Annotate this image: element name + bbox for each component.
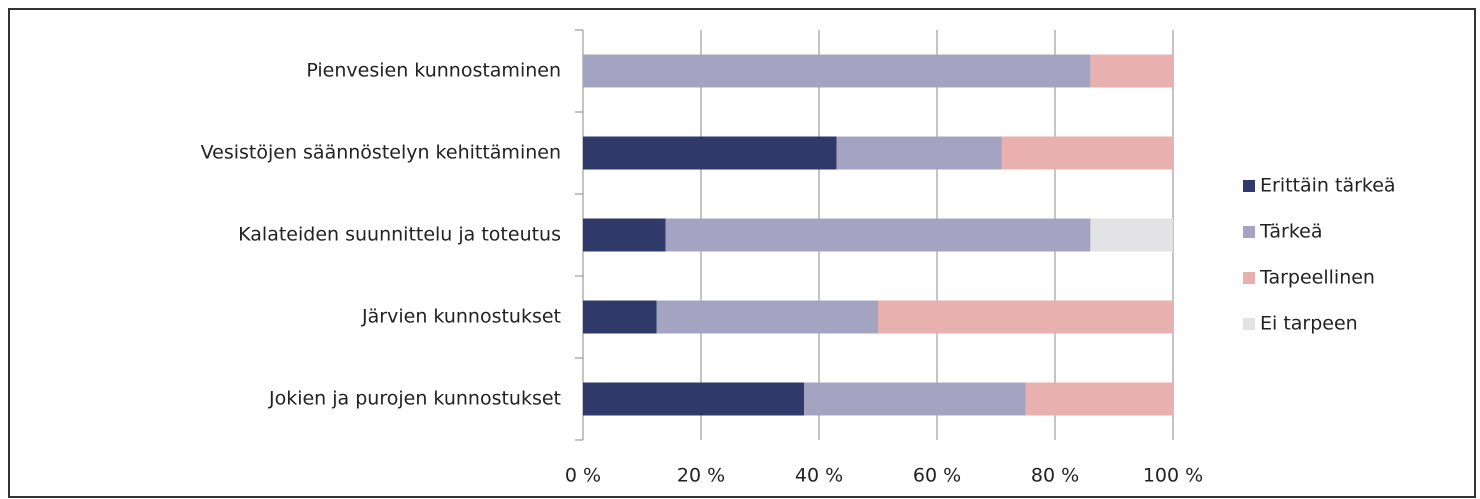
bar-segment xyxy=(1090,54,1173,88)
legend-swatch xyxy=(1243,180,1255,192)
bar-segment xyxy=(665,218,1091,252)
bar-segment xyxy=(583,54,1091,88)
legend-swatch xyxy=(1243,272,1255,284)
legend-label: Erittäin tärkeä xyxy=(1260,175,1396,197)
bar-segment xyxy=(583,218,666,252)
legend-swatch xyxy=(1243,226,1255,238)
legend-label: Ei tarpeen xyxy=(1260,313,1358,335)
y-tick-label: Jokien ja purojen kunnostukset xyxy=(268,388,561,410)
x-tick-label: 100 % xyxy=(1143,465,1203,487)
bar-segment xyxy=(804,382,1026,416)
bar-segment xyxy=(1001,136,1173,170)
x-tick-label: 80 % xyxy=(1031,465,1079,487)
x-tick-label: 0 % xyxy=(565,465,601,487)
x-tick-label: 40 % xyxy=(795,465,843,487)
bar-segment xyxy=(583,300,657,334)
x-tick-label: 60 % xyxy=(913,465,961,487)
bar-segment xyxy=(878,300,1173,334)
legend-label: Tärkeä xyxy=(1259,221,1323,243)
y-tick-label: Kalateiden suunnittelu ja toteutus xyxy=(238,224,561,246)
bar-segment xyxy=(1025,382,1173,416)
y-tick-label: Pienvesien kunnostaminen xyxy=(306,60,561,82)
legend-label: Tarpeellinen xyxy=(1259,267,1375,289)
bar-segment xyxy=(583,136,837,170)
bar-segment xyxy=(583,382,805,416)
frame xyxy=(8,8,1476,498)
y-tick-label: Vesistöjen säännöstelyn kehittäminen xyxy=(201,142,561,164)
legend-swatch xyxy=(1243,318,1255,330)
x-tick-label: 20 % xyxy=(677,465,725,487)
bar-segment xyxy=(836,136,1002,170)
bar-segment xyxy=(1090,218,1173,252)
y-tick-label: Järvien kunnostukset xyxy=(361,306,561,328)
bar-segment xyxy=(656,300,878,334)
